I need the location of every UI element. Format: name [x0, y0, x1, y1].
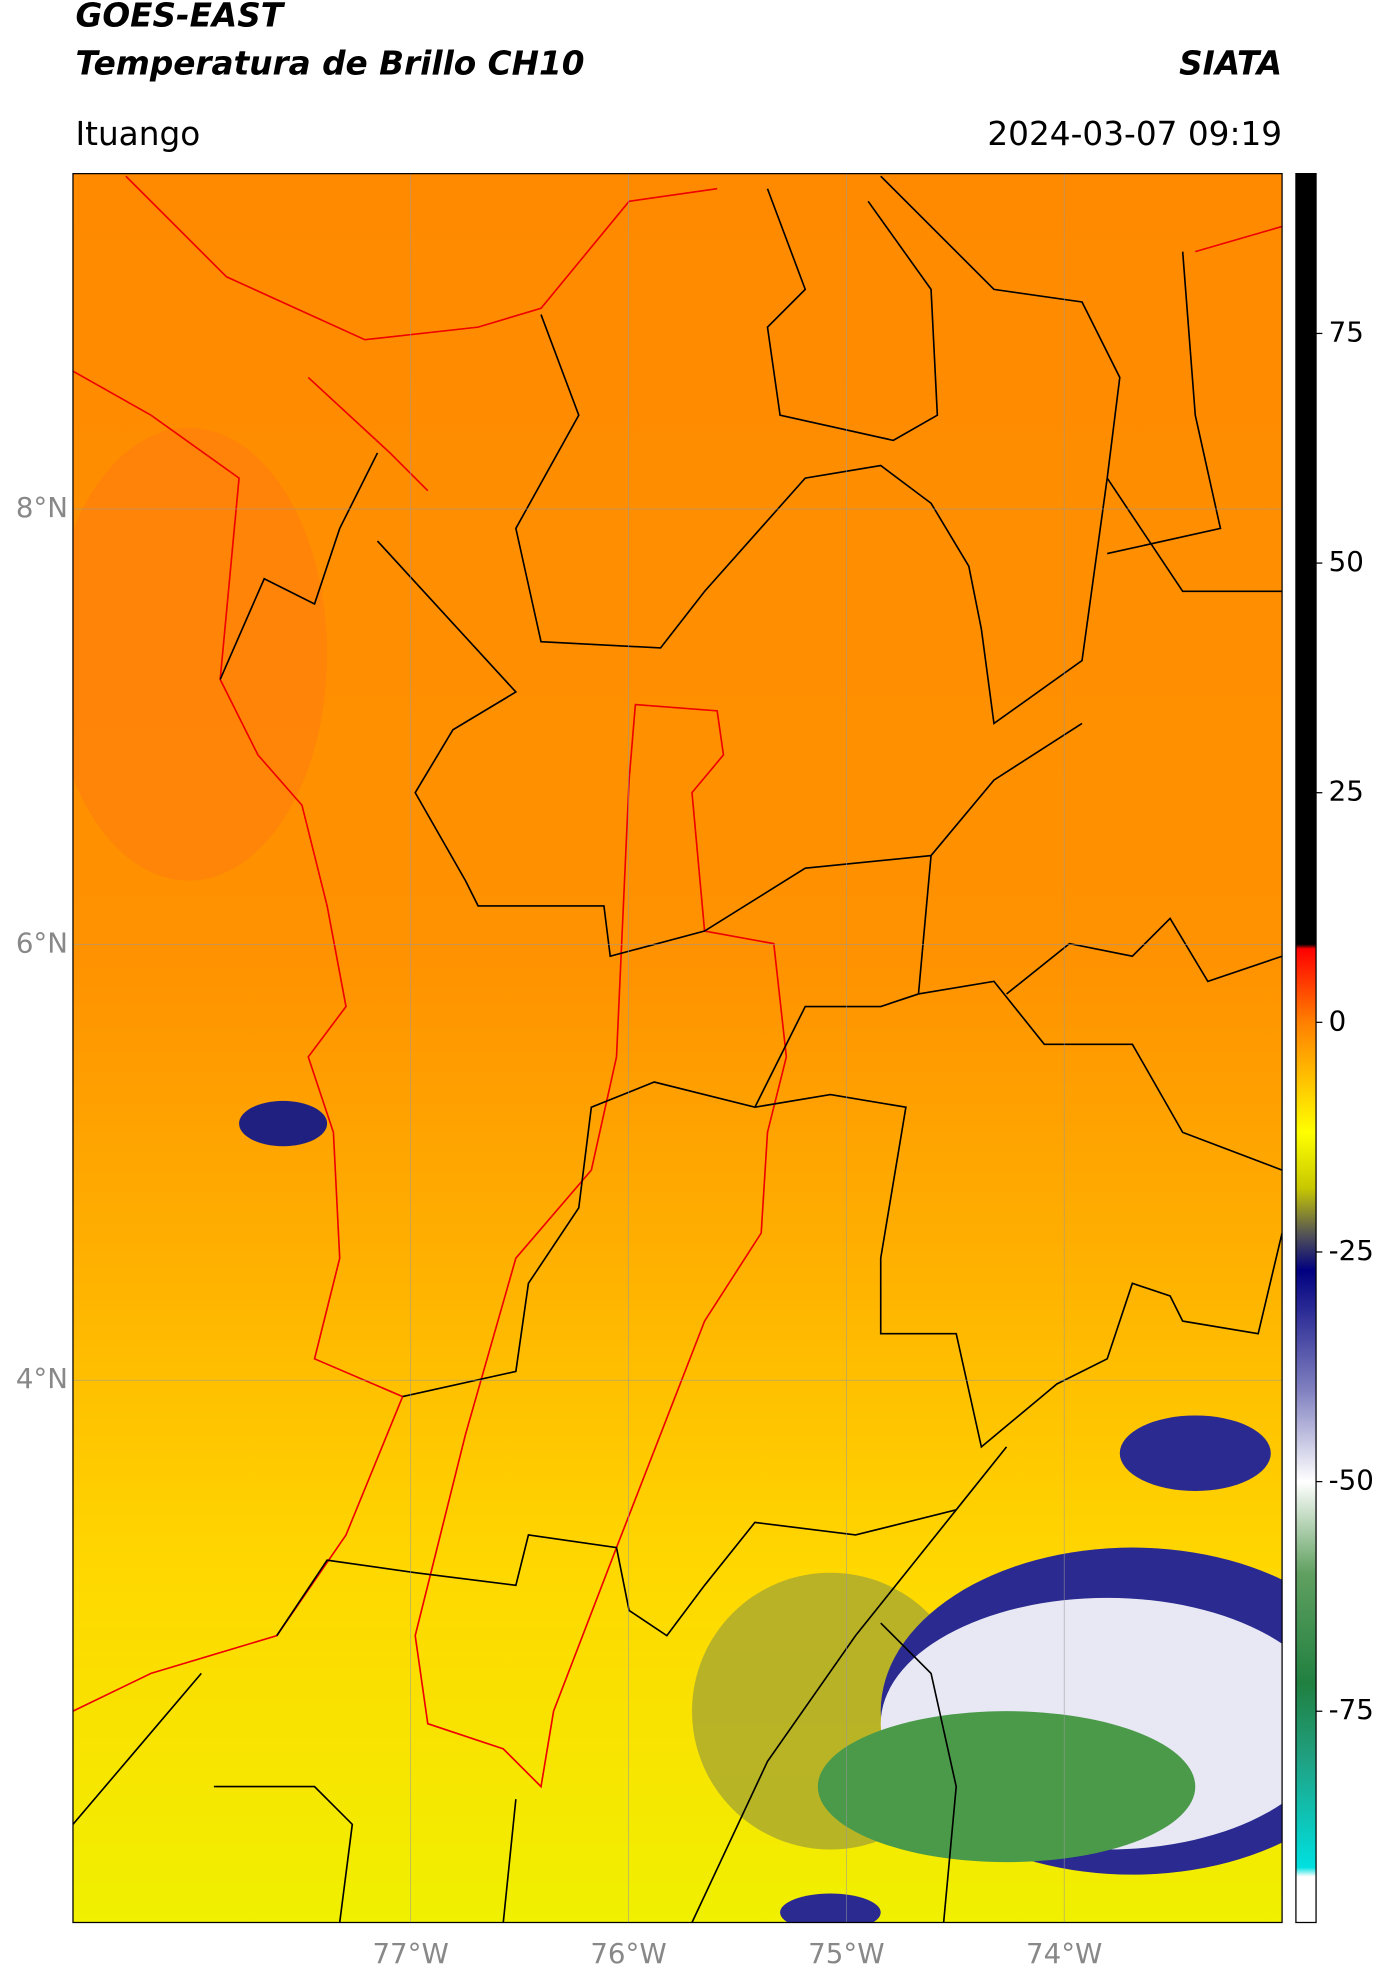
lon-tick-label: 77°W — [372, 1937, 448, 1970]
lon-tick-label: 76°W — [590, 1937, 666, 1970]
location: Ituango — [75, 115, 200, 153]
title: GOES-EAST — [75, 0, 285, 35]
lon-tick-label: 74°W — [1026, 1937, 1102, 1970]
colorbar-tick-label: -25 — [1329, 1234, 1374, 1267]
cloud-area — [780, 1893, 881, 1923]
map-field — [72, 173, 1283, 1923]
colorbar-tick-label: 75 — [1329, 315, 1364, 348]
lat-tick-label: 8°N — [16, 491, 68, 524]
warm-area — [72, 427, 328, 881]
lat-tick-label: 6°N — [16, 927, 68, 960]
map-frame — [72, 172, 1283, 1924]
datetime: 2024-03-07 09:19 — [987, 115, 1282, 153]
source: SIATA — [1179, 44, 1282, 82]
coastline — [125, 175, 1283, 492]
colorbar-tick-label: 50 — [1329, 545, 1364, 578]
colorbar-tick-label: -75 — [1329, 1693, 1374, 1726]
lon-tick-label: 75°W — [808, 1937, 884, 1970]
colorbar-tick-label: -50 — [1329, 1464, 1374, 1497]
cloud-area — [1119, 1415, 1271, 1491]
colorbar-tick-label: 25 — [1329, 775, 1364, 808]
colorbar — [1295, 172, 1317, 1924]
cloud-area — [817, 1711, 1196, 1863]
colorbar-tick-label: 0 — [1329, 1004, 1347, 1037]
lat-tick-label: 4°N — [16, 1362, 68, 1395]
basin-outline — [414, 703, 788, 1789]
subtitle: Temperatura de Brillo CH10 — [75, 44, 584, 82]
admin-boundary — [72, 175, 1283, 1923]
cloud-area — [239, 1100, 328, 1147]
coastline — [72, 370, 404, 1712]
